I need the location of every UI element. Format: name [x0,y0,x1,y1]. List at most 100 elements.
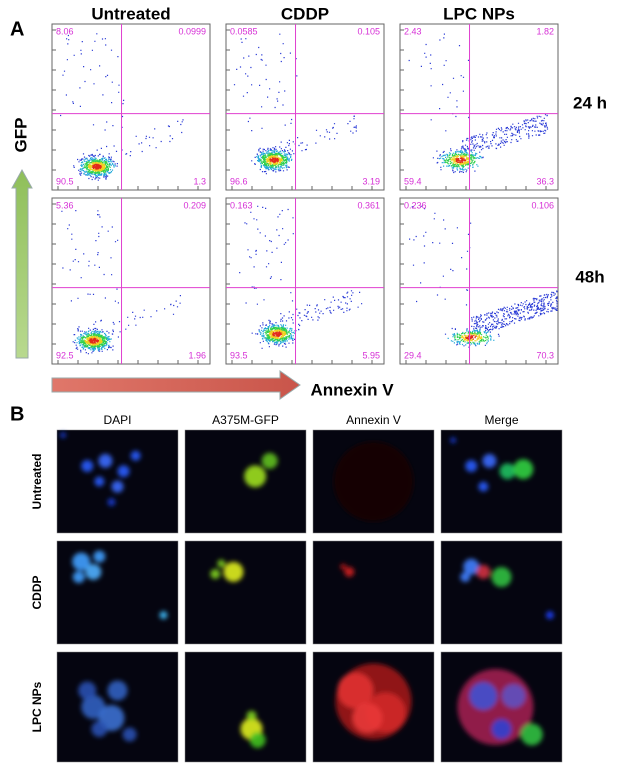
quadrant-value: 93.5 [230,350,248,360]
event-dots [88,337,99,344]
cell [122,727,137,742]
cell [333,441,414,522]
cell [85,563,102,580]
flow-plot: 0.0585 0.105 96.6 3.19 [225,23,385,191]
micrograph [184,429,307,534]
cell [246,710,257,721]
cells [210,559,244,582]
quadrant-value: 92.5 [56,350,74,360]
row-header: CDDP [30,575,44,609]
micrograph [312,540,435,645]
cell [465,460,478,473]
image-frame [184,540,307,645]
cell [545,611,554,620]
row-header: 48h [575,267,604,286]
panel-label: B [10,403,24,425]
event-dots [92,163,102,170]
cell [217,559,226,568]
cell [469,682,498,710]
cells [460,558,554,620]
micrograph [440,429,563,534]
panel-label: A [10,18,24,40]
x-axis-label: Annexin V [310,380,394,399]
cell [72,571,85,584]
flow-plot: 8.06 0.0999 90.5 1.3 [51,23,211,191]
cells [240,710,266,748]
event-dots [260,152,288,168]
micrograph [312,429,435,534]
cell [93,550,106,563]
flow-plot: 5.36 0.209 92.5 1.96 [51,197,211,365]
quadrant-value: 0.106 [531,200,554,210]
image-frame [312,540,435,645]
cell [117,465,130,478]
event-dots [264,326,291,342]
quadrant-value: 5.95 [362,350,380,360]
event-dots [269,157,279,164]
cell [478,481,489,492]
x-arrow [51,370,301,400]
quadrant-value: 0.236 [404,200,427,210]
cell [107,498,116,507]
column-header: Untreated [91,4,170,23]
event-dots [60,33,184,181]
cell [249,732,266,748]
flow-plot: 2.43 1.82 59.4 36.3 [399,23,559,191]
cell [94,476,105,487]
micrograph [312,651,435,763]
cell [352,703,383,733]
cell [337,672,374,709]
cell [344,566,355,577]
y-arrow [11,168,33,359]
quadrant-value: 1.82 [536,26,554,36]
event-dots [79,157,116,178]
quadrant-value: 3.19 [362,176,380,186]
cell [107,680,128,701]
event-dots [454,331,489,344]
cell [81,460,94,473]
cell [91,721,108,737]
quadrant-value: 0.0585 [230,26,258,36]
quadrant-value: 8.06 [56,26,74,36]
cells [72,550,168,620]
event-dots [80,333,107,348]
cells [340,563,355,577]
event-dots [409,205,558,348]
cell [513,459,534,480]
column-header: Annexin V [346,413,401,427]
plot-frame [399,23,559,191]
quadrant-value: 0.105 [357,26,380,36]
event-dots [268,329,287,340]
cell [482,453,497,468]
micrograph [440,651,563,763]
flow-plot: 0.236 0.106 29.4 70.3 [399,197,559,365]
event-dots [444,152,476,168]
cell [463,558,480,575]
quadrant-value: 59.4 [404,176,422,186]
quadrant-value: 2.43 [404,26,422,36]
cell [476,564,491,579]
micrograph [56,429,179,534]
cell [491,719,512,739]
event-dots [239,205,363,349]
cells [450,437,534,492]
image-frame [184,651,307,763]
quadrant-value: 90.5 [56,176,74,186]
plot-frame [51,23,211,191]
y-axis-label: GFP [11,118,30,153]
cell [111,480,124,493]
column-header: Merge [484,413,518,427]
cell [460,572,471,583]
cell [340,563,347,570]
cell [499,463,516,480]
quadrant-value: 36.3 [536,176,554,186]
quadrant-value: 0.361 [357,200,380,210]
row-header: LPC NPs [30,681,44,732]
quadrant-value: 29.4 [404,350,422,360]
column-header: CDDP [281,4,329,23]
cells [335,663,412,740]
row-header: Untreated [30,453,44,509]
quadrant-value: 96.6 [230,176,248,186]
event-dots [233,33,357,175]
